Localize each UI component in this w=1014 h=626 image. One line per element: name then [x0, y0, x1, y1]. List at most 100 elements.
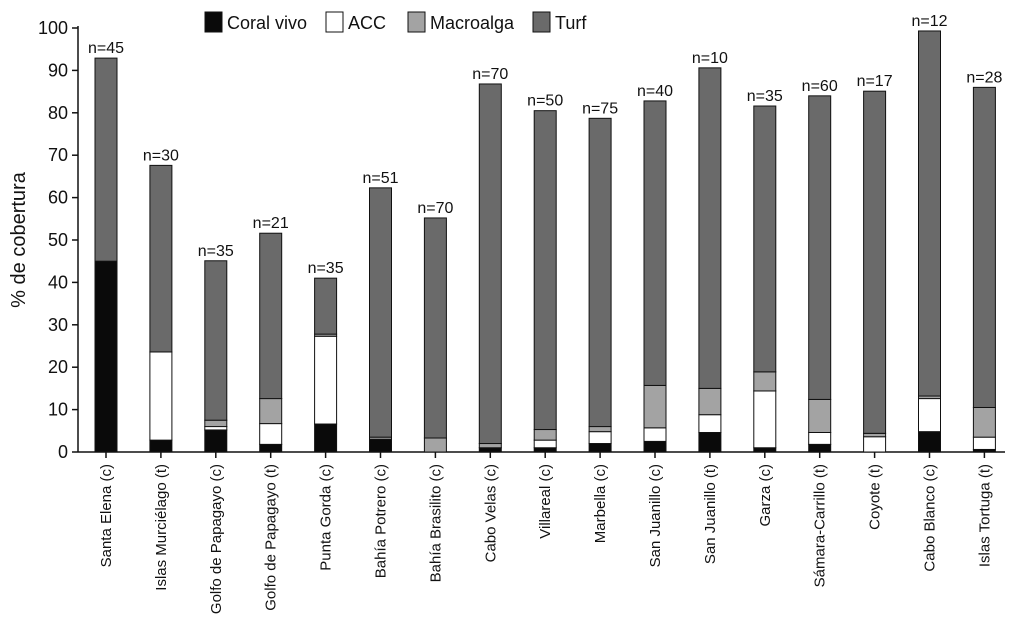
category-label: Bahía Potrero (c) [373, 464, 390, 578]
bar-segment-macroalga [423, 437, 447, 453]
bar-segment-coral-vivo [753, 447, 777, 453]
bar-segment-turf [863, 90, 887, 434]
bar-segment-turf [204, 260, 228, 421]
sample-size-label: n=30 [143, 147, 179, 164]
sample-size-label: n=45 [88, 40, 124, 57]
bar-segment-acc [972, 436, 996, 450]
bar-segment-coral-vivo [533, 447, 557, 453]
bar-segment-coral-vivo [149, 439, 173, 453]
bar-segment-macroalga [753, 371, 777, 392]
bar-segment-macroalga [972, 406, 996, 438]
y-tick-label: 60 [48, 188, 68, 208]
sample-size-label: n=50 [527, 93, 563, 110]
bar-segment-acc [259, 423, 283, 445]
bar-segment-acc [588, 431, 612, 445]
sample-size-label: n=70 [417, 200, 453, 217]
category-label: Santa Elena (c) [98, 464, 115, 567]
category-label: San Juanillo (c) [647, 464, 664, 567]
bar-segment-turf [314, 277, 338, 335]
sample-size-label: n=12 [911, 13, 947, 30]
y-tick-label: 30 [48, 315, 68, 335]
category-label: Cabo Blanco (c) [922, 464, 939, 572]
legend-label: Turf [555, 13, 587, 33]
bar-segment-coral-vivo [808, 443, 832, 453]
y-tick-label: 80 [48, 103, 68, 123]
sample-size-label: n=21 [253, 215, 289, 232]
category-label: Cabo Velas (c) [482, 464, 499, 562]
bar-segment-turf [94, 57, 118, 262]
y-tick-label: 50 [48, 230, 68, 250]
category-label: Sámara-Carrillo (t) [812, 464, 829, 587]
category-label: Golfo de Papagayo (c) [208, 464, 225, 614]
bar-segment-turf [972, 86, 996, 408]
bar-segment-acc [533, 439, 557, 449]
sample-size-label: n=28 [966, 69, 1002, 86]
category-label: Islas Tortuga (t) [976, 464, 993, 567]
category-label: San Juanillo (t) [702, 464, 719, 564]
sample-size-label: n=35 [747, 88, 783, 105]
sample-size-label: n=17 [857, 73, 893, 90]
category-label: Islas Murciélago (t) [153, 464, 170, 591]
category-label: Garza (c) [757, 464, 774, 527]
bar-segment-macroalga [478, 443, 502, 449]
bar-segment-acc [698, 414, 722, 433]
bar-segment-macroalga [698, 387, 722, 416]
bar-segment-acc [918, 398, 941, 433]
category-label: Punta Gorda (c) [318, 464, 335, 571]
bar-segment-turf [478, 83, 502, 445]
bar-segment-turf [423, 217, 447, 439]
bar-segment-acc [314, 335, 338, 425]
bar-segment-turf [918, 30, 941, 397]
bar-segment-macroalga [863, 432, 887, 438]
bar-segment-coral-vivo [204, 429, 228, 453]
legend-swatch-turf [532, 11, 551, 33]
legend-swatch-acc [325, 11, 344, 33]
bar-segment-macroalga [259, 398, 283, 425]
legend-label: Macroalga [430, 13, 515, 33]
bar-segment-coral-vivo [698, 431, 722, 453]
sample-size-label: n=70 [472, 66, 508, 83]
category-label: Marbella (c) [592, 464, 609, 543]
category-label: Coyote (t) [867, 464, 884, 530]
bar-segment-coral-vivo [314, 423, 338, 453]
y-tick-label: 70 [48, 145, 68, 165]
bar-segment-coral-vivo [369, 438, 392, 453]
bar-segment-turf [643, 100, 667, 386]
bar-segment-turf [533, 110, 557, 431]
bar-segment-macroalga [204, 419, 228, 428]
y-tick-label: 20 [48, 357, 68, 377]
sample-size-label: n=75 [582, 100, 618, 117]
bar-segment-acc [808, 431, 832, 445]
category-label: Bahía Brasilito (c) [427, 464, 444, 582]
bar-segment-coral-vivo [259, 443, 283, 453]
bar-segment-acc [753, 390, 777, 449]
bar-segment-turf [149, 164, 173, 353]
legend-swatch-macroalga [407, 11, 426, 33]
legend-label: Coral vivo [227, 13, 307, 33]
bar-segment-turf [588, 117, 612, 428]
bar-segment-turf [753, 105, 777, 373]
y-tick-label: 10 [48, 400, 68, 420]
y-tick-label: 40 [48, 272, 68, 292]
bar-segment-macroalga [533, 429, 557, 441]
y-tick-label: 90 [48, 60, 68, 80]
bar-segment-acc [149, 351, 173, 441]
sample-size-label: n=60 [802, 78, 838, 95]
bar-segment-macroalga [808, 398, 832, 433]
bar-segment-acc [204, 426, 228, 431]
category-label: Villareal (c) [537, 464, 554, 539]
bar-segment-macroalga [588, 426, 612, 433]
y-tick-label: 0 [58, 442, 68, 462]
bar-segment-coral-vivo [478, 447, 502, 453]
bar-segment-acc [863, 436, 887, 453]
y-tick-label: 100 [38, 18, 68, 38]
sample-size-label: n=35 [308, 260, 344, 277]
legend-label: ACC [348, 13, 386, 33]
bar-segment-coral-vivo [643, 440, 667, 453]
bar-segment-macroalga [643, 384, 667, 429]
sample-size-label: n=40 [637, 83, 673, 100]
bar-segment-coral-vivo [918, 431, 941, 453]
category-label: Golfo de Papagayo (t) [263, 464, 280, 611]
